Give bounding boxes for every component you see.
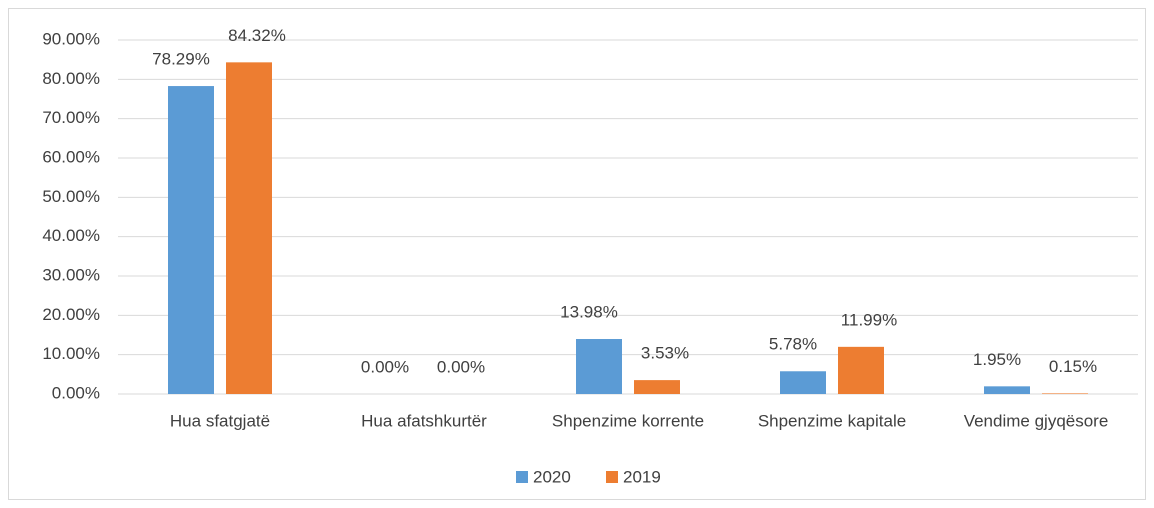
legend-label: 2019 [623, 467, 661, 486]
bar [226, 62, 272, 394]
data-label: 11.99% [841, 310, 897, 329]
legend-swatch [516, 471, 528, 483]
y-tick-label: 60.00% [42, 147, 100, 166]
x-tick-label: Shpenzime kapitale [758, 411, 906, 430]
data-label: 1.95% [973, 350, 1021, 369]
data-label: 5.78% [769, 335, 817, 354]
y-tick-label: 70.00% [42, 108, 100, 127]
y-tick-label: 80.00% [42, 69, 100, 88]
y-tick-label: 10.00% [42, 344, 100, 363]
data-label: 0.00% [361, 357, 409, 376]
bar [634, 380, 680, 394]
y-tick-label: 90.00% [42, 29, 100, 48]
y-tick-label: 50.00% [42, 187, 100, 206]
x-tick-label: Hua afatshkurtër [361, 411, 487, 430]
data-label: 3.53% [641, 344, 689, 363]
x-tick-label: Shpenzime korrente [552, 411, 704, 430]
bar [838, 346, 884, 394]
bar [1042, 393, 1088, 394]
data-label: 0.00% [437, 357, 485, 376]
data-label: 13.98% [560, 302, 618, 321]
data-label: 78.29% [152, 50, 210, 69]
legend-label: 2020 [533, 467, 571, 486]
bar [984, 386, 1030, 394]
y-tick-label: 40.00% [42, 226, 100, 245]
y-tick-label: 0.00% [52, 383, 100, 402]
data-label: 84.32% [228, 26, 286, 45]
x-tick-label: Hua sfatgjatë [170, 411, 270, 430]
y-tick-label: 20.00% [42, 305, 100, 324]
x-tick-label: Vendime gjyqësore [964, 411, 1109, 430]
y-tick-label: 30.00% [42, 265, 100, 284]
data-label: 0.15% [1049, 357, 1097, 376]
bar [168, 86, 214, 395]
legend-swatch [606, 471, 618, 483]
bar [576, 339, 622, 394]
bar [780, 371, 826, 394]
